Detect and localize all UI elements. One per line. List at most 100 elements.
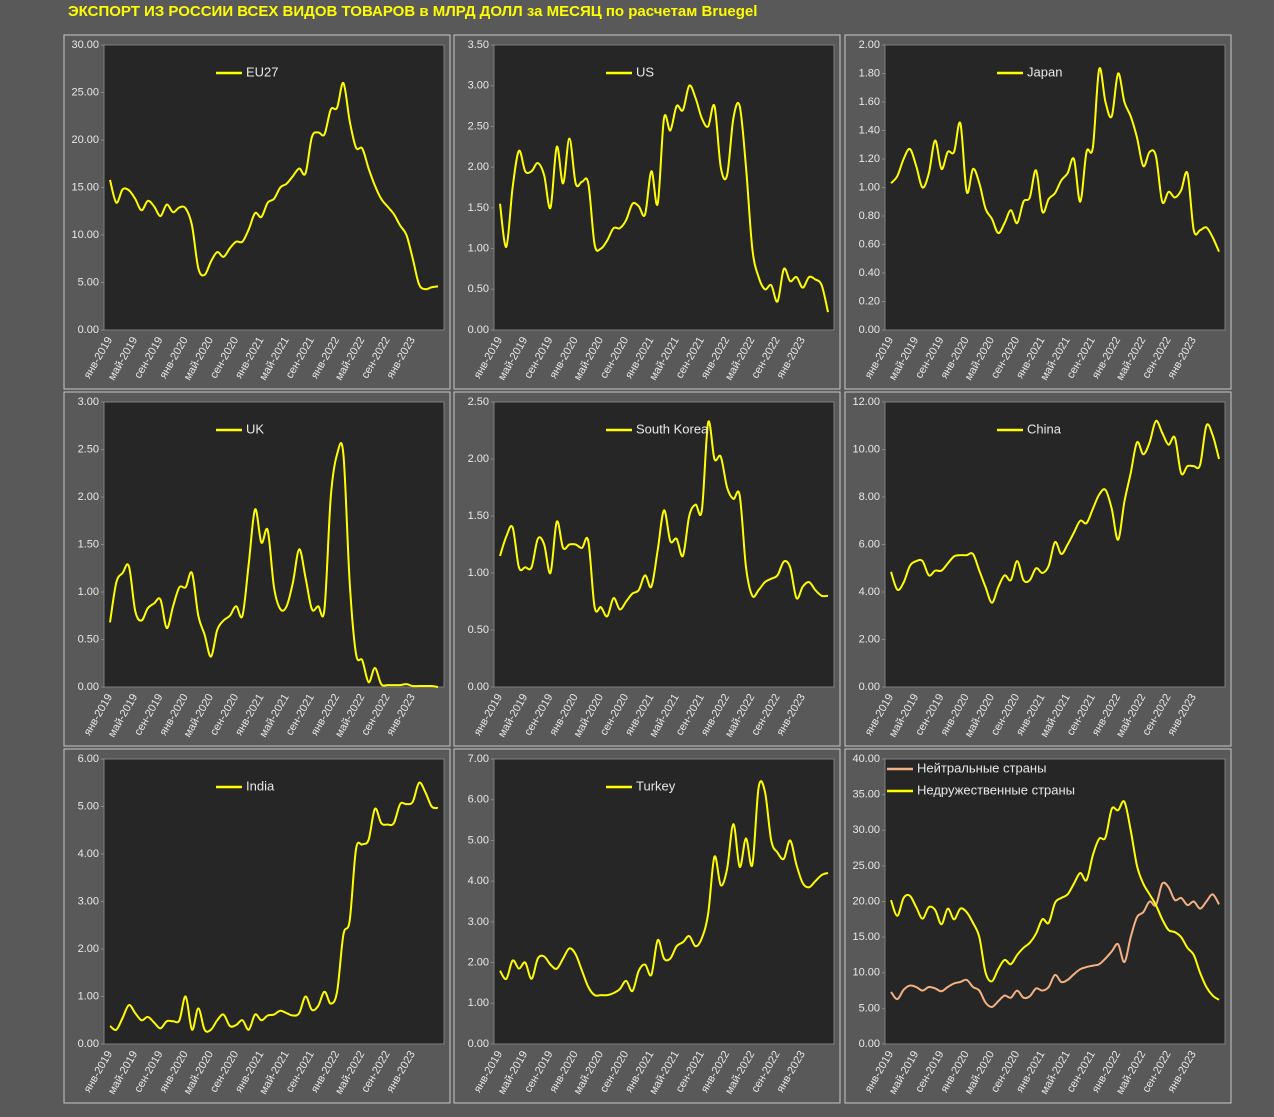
plot-area xyxy=(103,401,445,688)
y-tick-label: 6.00 xyxy=(78,753,99,765)
y-tick-label: 2.00 xyxy=(468,161,489,173)
series-line xyxy=(499,780,829,997)
y-tick-label: 15.00 xyxy=(852,931,880,943)
y-tick-label: 0.00 xyxy=(78,681,99,693)
y-tick-label: 2.50 xyxy=(468,396,489,408)
y-tick-label: 8.00 xyxy=(859,491,880,503)
y-tick-label: 1.80 xyxy=(859,67,880,79)
y-tick-label: 2.00 xyxy=(78,491,99,503)
legend-label: US xyxy=(636,64,654,79)
y-tick-label: 10.00 xyxy=(71,229,99,241)
plot-area xyxy=(493,401,835,688)
y-tick-label: 0.00 xyxy=(859,1038,880,1050)
plot-area xyxy=(493,44,835,331)
plot-area xyxy=(103,44,445,331)
y-tick-label: 2.00 xyxy=(468,453,489,465)
page-title: ЭКСПОРТ ИЗ РОССИИ ВСЕХ ВИДОВ ТОВАРОВ в М… xyxy=(68,3,757,20)
y-tick-label: 2.00 xyxy=(468,956,489,968)
y-tick-label: 5.00 xyxy=(78,276,99,288)
y-tick-label: 2.50 xyxy=(468,120,489,132)
y-tick-label: 3.00 xyxy=(468,80,489,92)
y-tick-label: 1.50 xyxy=(78,538,99,550)
y-tick-label: 5.00 xyxy=(78,800,99,812)
y-tick-label: 0.80 xyxy=(859,210,880,222)
y-tick-label: 1.00 xyxy=(78,990,99,1002)
series-line xyxy=(109,441,439,688)
series-line xyxy=(109,781,439,1033)
y-tick-label: 20.00 xyxy=(852,895,880,907)
legend-label: UK xyxy=(246,421,264,436)
legend-label: South Korea xyxy=(636,421,709,436)
y-tick-label: 1.60 xyxy=(859,96,880,108)
y-tick-label: 2.00 xyxy=(859,39,880,51)
plot-area xyxy=(884,44,1226,331)
y-tick-label: 3.00 xyxy=(468,916,489,928)
y-tick-label: 7.00 xyxy=(468,753,489,765)
y-tick-label: 1.00 xyxy=(468,242,489,254)
y-tick-label: 2.00 xyxy=(78,943,99,955)
y-tick-label: 5.00 xyxy=(859,1002,880,1014)
series-line xyxy=(499,84,829,313)
legend-label: EU27 xyxy=(246,64,279,79)
y-tick-label: 40.00 xyxy=(852,753,880,765)
y-tick-label: 3.50 xyxy=(468,39,489,51)
series-line xyxy=(499,420,829,618)
y-tick-label: 10.00 xyxy=(852,967,880,979)
y-tick-label: 4.00 xyxy=(468,875,489,887)
y-tick-label: 1.50 xyxy=(468,510,489,522)
y-tick-label: 0.00 xyxy=(859,324,880,336)
y-tick-label: 0.50 xyxy=(78,633,99,645)
y-tick-label: 2.50 xyxy=(78,443,99,455)
y-tick-label: 35.00 xyxy=(852,789,880,801)
y-tick-label: 10.00 xyxy=(852,443,880,455)
y-tick-label: 1.40 xyxy=(859,124,880,136)
plot-area xyxy=(103,758,445,1045)
series-line xyxy=(890,800,1220,1001)
y-tick-label: 30.00 xyxy=(71,39,99,51)
y-tick-label: 3.00 xyxy=(78,895,99,907)
legend-label: Japan xyxy=(1027,64,1062,79)
legend-label: China xyxy=(1027,421,1062,436)
y-tick-label: 1.00 xyxy=(78,586,99,598)
y-tick-label: 5.00 xyxy=(468,834,489,846)
y-tick-label: 2.00 xyxy=(859,633,880,645)
legend-label: Нейтральные страны xyxy=(917,760,1046,775)
plot-area xyxy=(884,401,1226,688)
y-tick-label: 0.40 xyxy=(859,267,880,279)
legend-label: Turkey xyxy=(636,778,676,793)
y-tick-label: 1.00 xyxy=(859,181,880,193)
y-tick-label: 3.00 xyxy=(78,396,99,408)
series-line xyxy=(890,881,1220,1008)
y-tick-label: 0.00 xyxy=(78,324,99,336)
y-tick-label: 0.00 xyxy=(468,324,489,336)
y-tick-label: 1.20 xyxy=(859,153,880,165)
y-tick-label: 20.00 xyxy=(71,134,99,146)
y-tick-label: 12.00 xyxy=(852,396,880,408)
y-tick-label: 0.00 xyxy=(859,681,880,693)
y-tick-label: 1.50 xyxy=(468,202,489,214)
y-tick-label: 0.50 xyxy=(468,624,489,636)
legend-label: Недружественные страны xyxy=(917,782,1075,797)
y-tick-label: 15.00 xyxy=(71,181,99,193)
y-tick-label: 30.00 xyxy=(852,824,880,836)
y-tick-label: 0.60 xyxy=(859,238,880,250)
y-tick-label: 0.20 xyxy=(859,295,880,307)
y-tick-label: 0.00 xyxy=(78,1038,99,1050)
y-tick-label: 6.00 xyxy=(859,538,880,550)
series-line xyxy=(890,419,1220,604)
legend-label: India xyxy=(246,778,275,793)
y-tick-label: 4.00 xyxy=(859,586,880,598)
y-tick-label: 1.00 xyxy=(468,997,489,1009)
y-tick-label: 1.00 xyxy=(468,567,489,579)
plot-area xyxy=(493,758,835,1045)
y-tick-label: 0.50 xyxy=(468,283,489,295)
series-line xyxy=(890,67,1220,253)
y-tick-label: 6.00 xyxy=(468,794,489,806)
y-tick-label: 25.00 xyxy=(852,860,880,872)
y-tick-label: 25.00 xyxy=(71,86,99,98)
y-tick-label: 4.00 xyxy=(78,848,99,860)
series-line xyxy=(109,81,439,291)
y-tick-label: 0.00 xyxy=(468,681,489,693)
y-tick-label: 0.00 xyxy=(468,1038,489,1050)
